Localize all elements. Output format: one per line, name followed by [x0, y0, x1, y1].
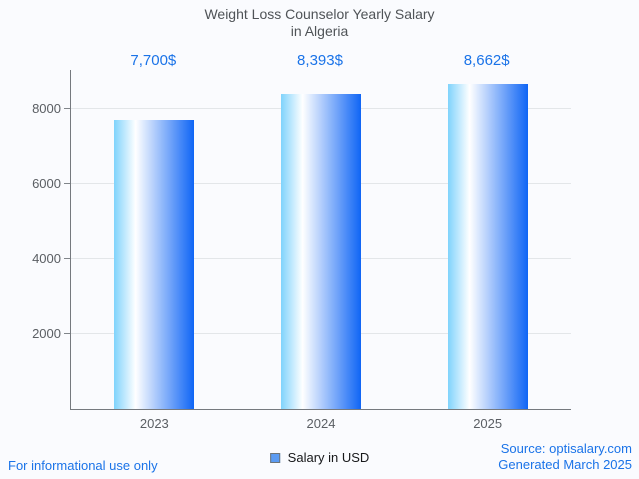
plot-area: 2000 4000 6000 8000 2023 2024 2025: [32, 70, 571, 431]
x-axis-label: 2024: [306, 416, 336, 431]
salary-bar: [114, 120, 195, 409]
bar-value-label: 7,700$: [130, 52, 177, 69]
x-axis-label: 2025: [473, 416, 503, 431]
source-block: Source: optisalary.com Generated March 2…: [498, 441, 632, 473]
y-axis-label: 8000: [32, 101, 61, 116]
bar-value-label: 8,393$: [297, 52, 343, 69]
salary-bar: [281, 94, 361, 409]
chart-title-line1: Weight Loss Counselor Yearly Salary: [204, 6, 435, 22]
legend-label: Salary in USD: [287, 450, 370, 465]
y-axis-label: 4000: [32, 251, 61, 266]
y-axis-tick: [64, 333, 70, 334]
salary-bar: [447, 84, 528, 409]
chart-title-line2: in Algeria: [290, 23, 349, 39]
legend-swatch-icon: [269, 452, 280, 463]
y-axis-label: 6000: [32, 176, 61, 191]
bar-value-label: 8,662$: [463, 52, 510, 69]
chart-title: Weight Loss Counselor Yearly Salary in A…: [0, 6, 639, 40]
legend: Salary in USD: [269, 450, 370, 465]
y-axis-tick: [64, 183, 70, 184]
disclaimer-text: For informational use only: [8, 458, 158, 473]
y-axis-tick: [64, 108, 70, 109]
source-text: Source: optisalary.com: [500, 441, 632, 456]
y-axis-tick: [64, 258, 70, 259]
x-axis-label: 2023: [139, 416, 169, 431]
generated-text: Generated March 2025: [498, 457, 632, 472]
y-axis-label: 2000: [32, 326, 61, 341]
